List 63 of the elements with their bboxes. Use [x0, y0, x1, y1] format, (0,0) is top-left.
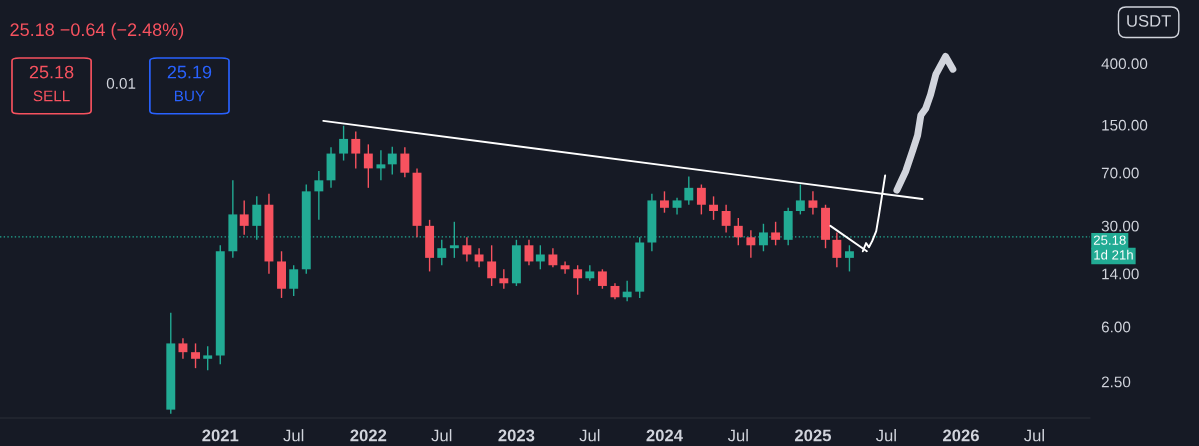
candlestick [622, 280, 632, 303]
candlestick [746, 229, 756, 259]
candlestick [289, 264, 299, 297]
x-tick-label: Jul [727, 429, 748, 442]
candlestick [844, 244, 854, 273]
candlestick [339, 125, 349, 162]
annotation: 0.01 [106, 78, 136, 89]
x-tick-label: 2021 [202, 429, 239, 442]
text: 1d 21h [1094, 249, 1133, 260]
candlestick [437, 239, 447, 266]
candlestick [684, 175, 694, 206]
candlestick [771, 221, 781, 246]
y-tick-label: 14.00 [1102, 268, 1139, 280]
candlestick [721, 204, 731, 234]
text: USDT [1127, 14, 1171, 27]
candlestick [351, 130, 361, 170]
x-tick-label: 2025 [794, 429, 832, 442]
candlestick [696, 183, 706, 216]
candlestick [709, 195, 719, 221]
candlestick [203, 345, 213, 371]
candlestick [560, 260, 570, 275]
candlestick [387, 146, 397, 176]
x-tick-label: 2026 [943, 429, 979, 442]
ref-line-label: 25.18 [1093, 235, 1126, 245]
candlestick [795, 183, 805, 216]
annotation: 25.18 [29, 65, 74, 79]
y-tick-label: 2.50 [1101, 376, 1131, 388]
candlestick [597, 268, 607, 290]
y-tick-label: 400.00 [1101, 58, 1148, 70]
candlestick [733, 217, 743, 246]
candlestick [487, 244, 497, 287]
candlestick [376, 149, 386, 182]
candlestick [474, 247, 484, 268]
candlestick [548, 247, 558, 268]
annotation: 25.19 [167, 65, 212, 79]
x-tick-label: Jul [875, 429, 896, 442]
x-tick-label: 2022 [350, 429, 387, 442]
candlestick [808, 190, 818, 216]
x-tick-label: Jul [431, 429, 452, 442]
candlestick [660, 190, 669, 214]
annotation: BUY [174, 90, 205, 102]
y-tick-label: 30.00 [1101, 220, 1139, 232]
y-tick-label: 150.00 [1102, 119, 1148, 131]
x-tick-label: 2023 [498, 429, 535, 442]
x-tick-label: Jul [579, 429, 600, 442]
candlestick [314, 170, 324, 221]
candlestick [178, 337, 188, 360]
candlestick [191, 342, 200, 369]
x-tick-label: Jul [1024, 429, 1044, 442]
annotation: 25.18 −0.64 (−2.48%) [10, 22, 184, 40]
y-tick-label: 70.00 [1101, 167, 1139, 179]
annotation: SELL [33, 90, 70, 102]
candlestick [462, 236, 472, 263]
candlestick [573, 264, 583, 296]
x-tick-label: 2024 [646, 429, 683, 442]
candlestick [499, 268, 509, 290]
candlestick [832, 231, 842, 268]
candlestick [239, 199, 249, 236]
y-tick-label: 6.00 [1101, 321, 1131, 333]
x-tick-label: Jul [283, 429, 304, 442]
candlestick [400, 146, 410, 179]
candlestick [363, 143, 373, 189]
candlestick [535, 244, 545, 270]
